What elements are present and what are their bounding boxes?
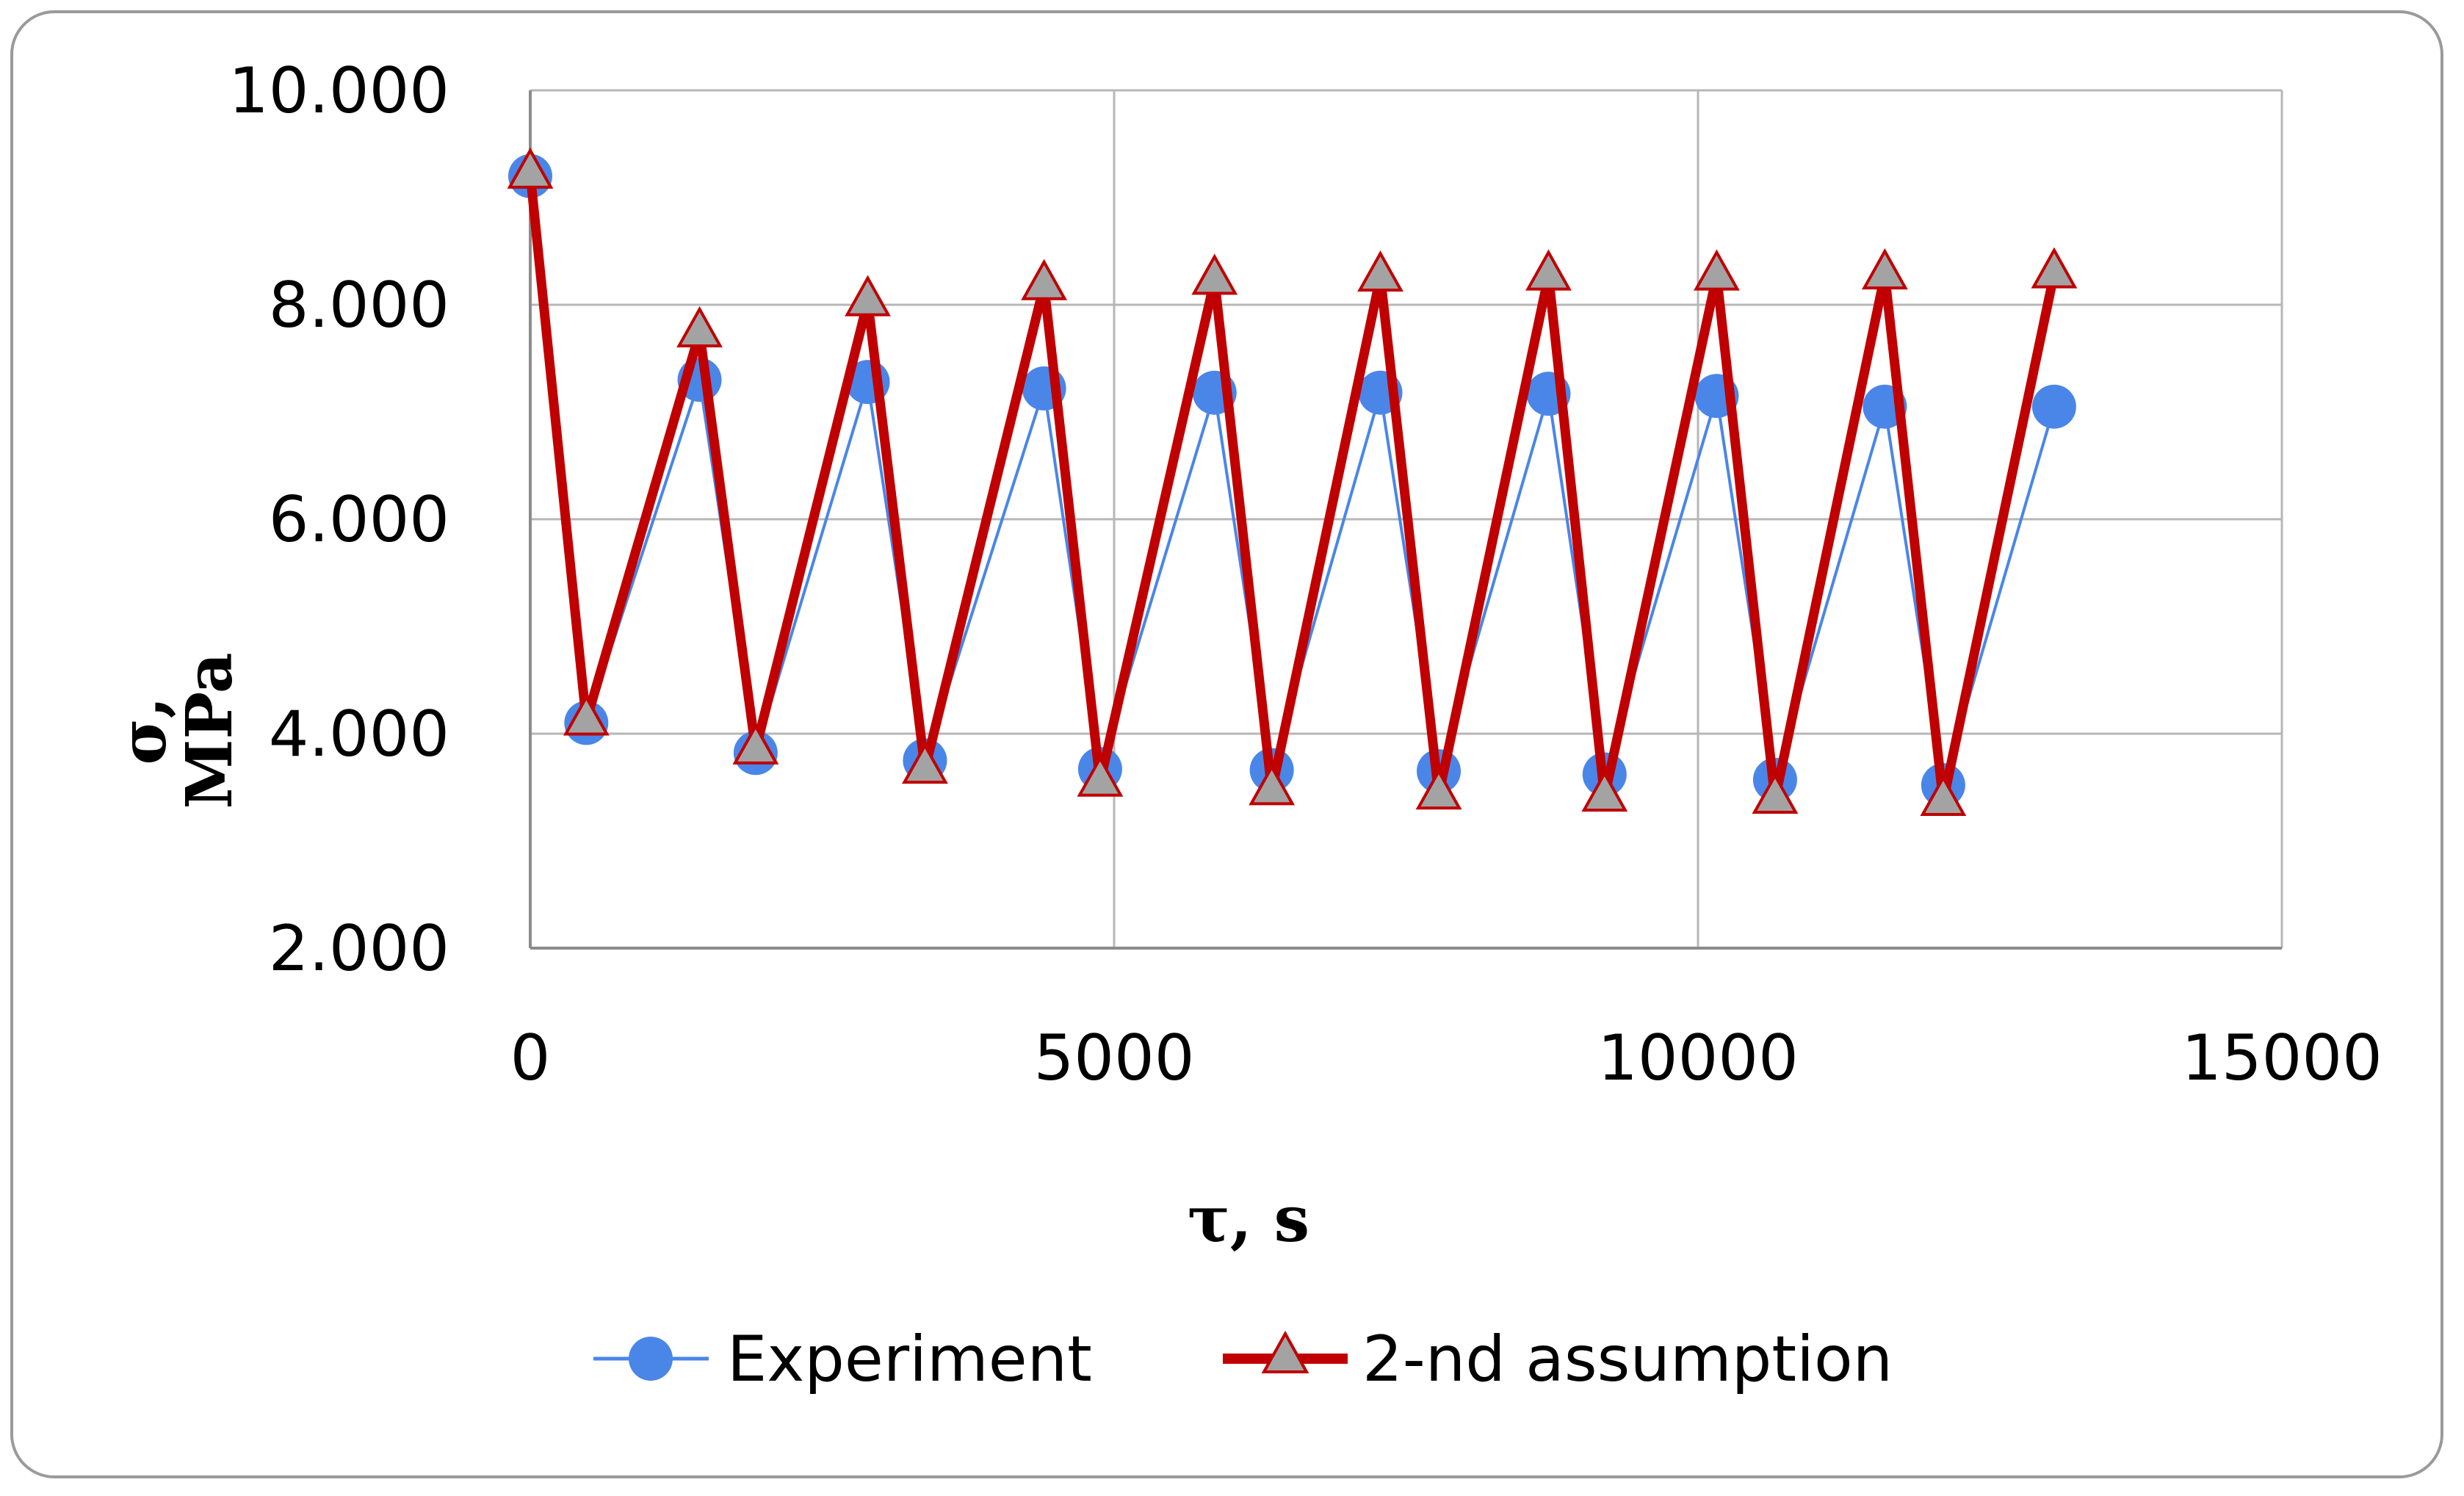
y-tick-label: 10.000 — [228, 54, 449, 128]
y-axis-title-line2: MPa — [173, 652, 247, 809]
assumption-point — [1249, 764, 1296, 806]
assumption-point — [1752, 772, 1799, 814]
assumption-point — [563, 694, 610, 736]
assumption-point — [1191, 253, 1238, 295]
series-line-2nd-assumption — [525, 173, 2059, 803]
legend-label-2nd-assumption: 2-nd assumption — [1362, 1323, 1893, 1396]
assumption-point — [902, 742, 948, 784]
y-tick-label: 8.000 — [269, 269, 449, 342]
assumption-point — [1077, 755, 1124, 797]
legend-marker-2nd-assumption — [1261, 1330, 1309, 1373]
assumption-point — [845, 275, 891, 317]
x-tick-label: 10000 — [1597, 1022, 1799, 1095]
y-tick-label: 6.000 — [269, 483, 449, 557]
assumption-point — [1920, 774, 1967, 816]
assumption-point — [1021, 259, 1068, 300]
y-tick-label: 2.000 — [269, 912, 449, 986]
assumption-point — [1861, 248, 1908, 290]
x-tick-label: 15000 — [2181, 1022, 2382, 1095]
legend-item-2nd-assumption: 2-nd assumption — [1223, 1323, 1893, 1396]
assumption-point — [2031, 247, 2078, 289]
assumption-point — [1415, 768, 1462, 810]
assumption-point — [1357, 250, 1403, 292]
x-tick-label: 0 — [510, 1022, 551, 1095]
legend-item-experiment: Experiment — [593, 1323, 1092, 1396]
assumption-point — [676, 306, 723, 347]
assumption-point — [507, 147, 554, 189]
x-tick-label: 5000 — [1034, 1022, 1195, 1095]
assumption-point — [732, 723, 779, 765]
axis-layer: 2.000 4.000 6.000 8.000 10.000 0 5000 10000 1500… — [228, 54, 2382, 1095]
x-axis-title: τ, s — [1188, 1182, 1309, 1257]
chart-frame — [10, 10, 2443, 1478]
assumption-point — [1694, 249, 1740, 291]
experiment-point — [2031, 384, 2076, 429]
assumption-point — [1581, 770, 1628, 812]
assumption-point — [1525, 249, 1572, 291]
legend-label-experiment: Experiment — [727, 1323, 1092, 1396]
y-axis-title-line1: σ, — [106, 696, 181, 765]
legend: Experiment 2-nd assumption — [593, 1323, 1893, 1396]
y-tick-label: 4.000 — [269, 698, 449, 771]
legend-marker-experiment — [629, 1337, 673, 1381]
series-layer — [507, 147, 2078, 816]
